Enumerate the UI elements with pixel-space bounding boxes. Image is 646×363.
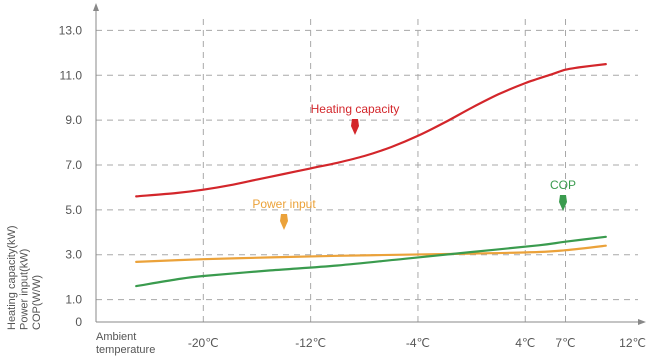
x-tick-label: -4℃ <box>406 336 430 350</box>
title-layer: Heating capacity(kW)Power input(kW)COP(W… <box>6 225 155 356</box>
marker-pin-icon <box>351 119 359 135</box>
y-tick-label: 13.0 <box>59 23 83 37</box>
y-axis-title-line: Heating capacity(kW) <box>6 225 18 330</box>
y-tick-label: 7.0 <box>65 158 82 172</box>
y-tick-label: 9.0 <box>65 113 82 127</box>
x-tick-label: -20℃ <box>188 336 219 350</box>
y-axis-title-line: Power input(kW) <box>19 249 31 330</box>
series-line-power-input <box>135 244 607 263</box>
series-label-power-input: Power input <box>252 197 316 211</box>
x-axis-title-line: Ambient <box>96 331 136 343</box>
series-line-cop <box>135 235 607 288</box>
y-tick-label: 3.0 <box>65 248 82 262</box>
y-tick-label: 5.0 <box>65 203 82 217</box>
x-tick-label: 12℃ <box>619 336 646 350</box>
marker-pin-icon <box>280 214 288 230</box>
series-layer <box>135 62 607 288</box>
x-tick-label: 7℃ <box>555 336 575 350</box>
y-axis-title: Heating capacity(kW)Power input(kW)COP(W… <box>6 225 43 330</box>
series-line-heating-capacity <box>135 62 607 198</box>
x-axis-title-line: temperature <box>96 344 155 356</box>
y-tick-label: 1.0 <box>65 293 82 307</box>
x-axis-title: Ambient temperature <box>96 331 155 356</box>
x-tick-label: -12℃ <box>295 336 326 350</box>
marker-pin-icon <box>559 195 567 211</box>
y-tick-label: 0 <box>75 315 82 329</box>
label-layer: Heating capacity Power input COP <box>252 102 576 230</box>
grid-layer <box>96 16 638 322</box>
series-label-cop: COP <box>550 178 576 192</box>
x-tick-label: 4℃ <box>515 336 535 350</box>
x-axis-arrow-icon <box>638 319 646 325</box>
axis-layer <box>93 3 646 325</box>
tick-layer: 0 1.0 3.0 5.0 7.0 9.0 11.0 13.0 -20℃ -12℃ -4℃ 4℃ 7℃ 1… <box>59 23 646 350</box>
y-axis-arrow-icon <box>93 3 99 11</box>
series-label-heating-capacity: Heating capacity <box>311 102 400 116</box>
y-tick-label: 11.0 <box>60 68 83 82</box>
y-axis-title-line: COP(W/W) <box>31 275 43 330</box>
